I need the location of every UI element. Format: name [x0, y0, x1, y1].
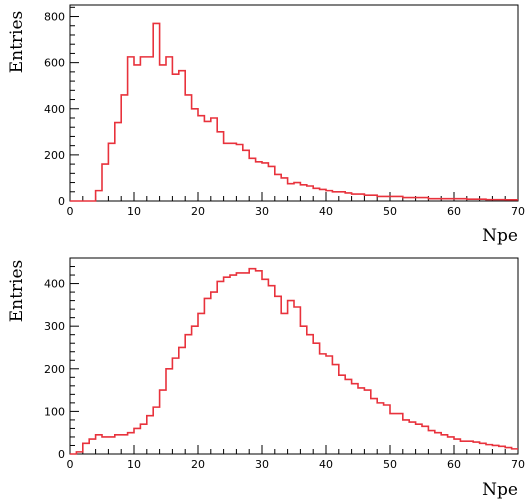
bottom-x-axis-title: Npe	[482, 480, 518, 500]
bottom-y-tick-label: 0	[58, 448, 65, 461]
bottom-x-tick-label: 30	[255, 458, 269, 471]
bottom-y-tick-label: 400	[44, 278, 65, 291]
top-x-tick-label: 60	[447, 205, 461, 218]
bottom-y-tick-label: 200	[44, 363, 65, 376]
bottom-x-tick-label: 40	[319, 458, 333, 471]
bottom-y-tick-label: 300	[44, 320, 65, 333]
bottom-y-axis-title: Entries	[7, 260, 27, 323]
top-y-tick-label: 600	[44, 57, 65, 70]
top-y-tick-label: 400	[44, 103, 65, 116]
bottom-x-tick-label: 20	[191, 458, 205, 471]
bottom-x-tick-label: 0	[67, 458, 74, 471]
top-x-tick-label: 0	[67, 205, 74, 218]
top-x-tick-label: 20	[191, 205, 205, 218]
top-y-tick-label: 800	[44, 11, 65, 24]
top-y-axis-title: Entries	[7, 11, 27, 74]
top-axis-ticks	[69, 6, 519, 202]
top-x-axis-title: Npe	[482, 226, 518, 246]
bottom-axis-ticks	[69, 257, 519, 455]
top-plot-frame	[69, 4, 519, 202]
top-y-tick-label: 200	[44, 149, 65, 162]
bottom-histogram-panel: 0 10 20 30 40 50 60 70 0 100 200 300 400 Entries Npe	[7, 257, 525, 500]
top-x-tick-label: 70	[511, 205, 525, 218]
bottom-y-tick-label: 100	[44, 405, 65, 418]
top-x-tick-label: 10	[127, 205, 141, 218]
top-y-tick-label: 0	[58, 195, 65, 208]
top-x-tick-label: 30	[255, 205, 269, 218]
bottom-x-tick-label: 70	[511, 458, 525, 471]
bottom-x-tick-label: 10	[127, 458, 141, 471]
bottom-x-tick-label: 50	[383, 458, 397, 471]
bottom-histogram-line	[70, 267, 518, 455]
top-histogram-line	[70, 22, 518, 202]
top-tick-labels: 0 10 20 30 40 50 60 70 0 200 400 600 800	[44, 11, 525, 218]
bottom-x-tick-label: 60	[447, 458, 461, 471]
top-x-tick-label: 40	[319, 205, 333, 218]
top-x-tick-label: 50	[383, 205, 397, 218]
bottom-plot-frame	[69, 257, 519, 455]
top-histogram-panel: 0 10 20 30 40 50 60 70 0 200 400 600 800 Entries Npe	[7, 4, 525, 246]
bottom-tick-labels: 0 10 20 30 40 50 60 70 0 100 200 300 400	[44, 278, 525, 471]
